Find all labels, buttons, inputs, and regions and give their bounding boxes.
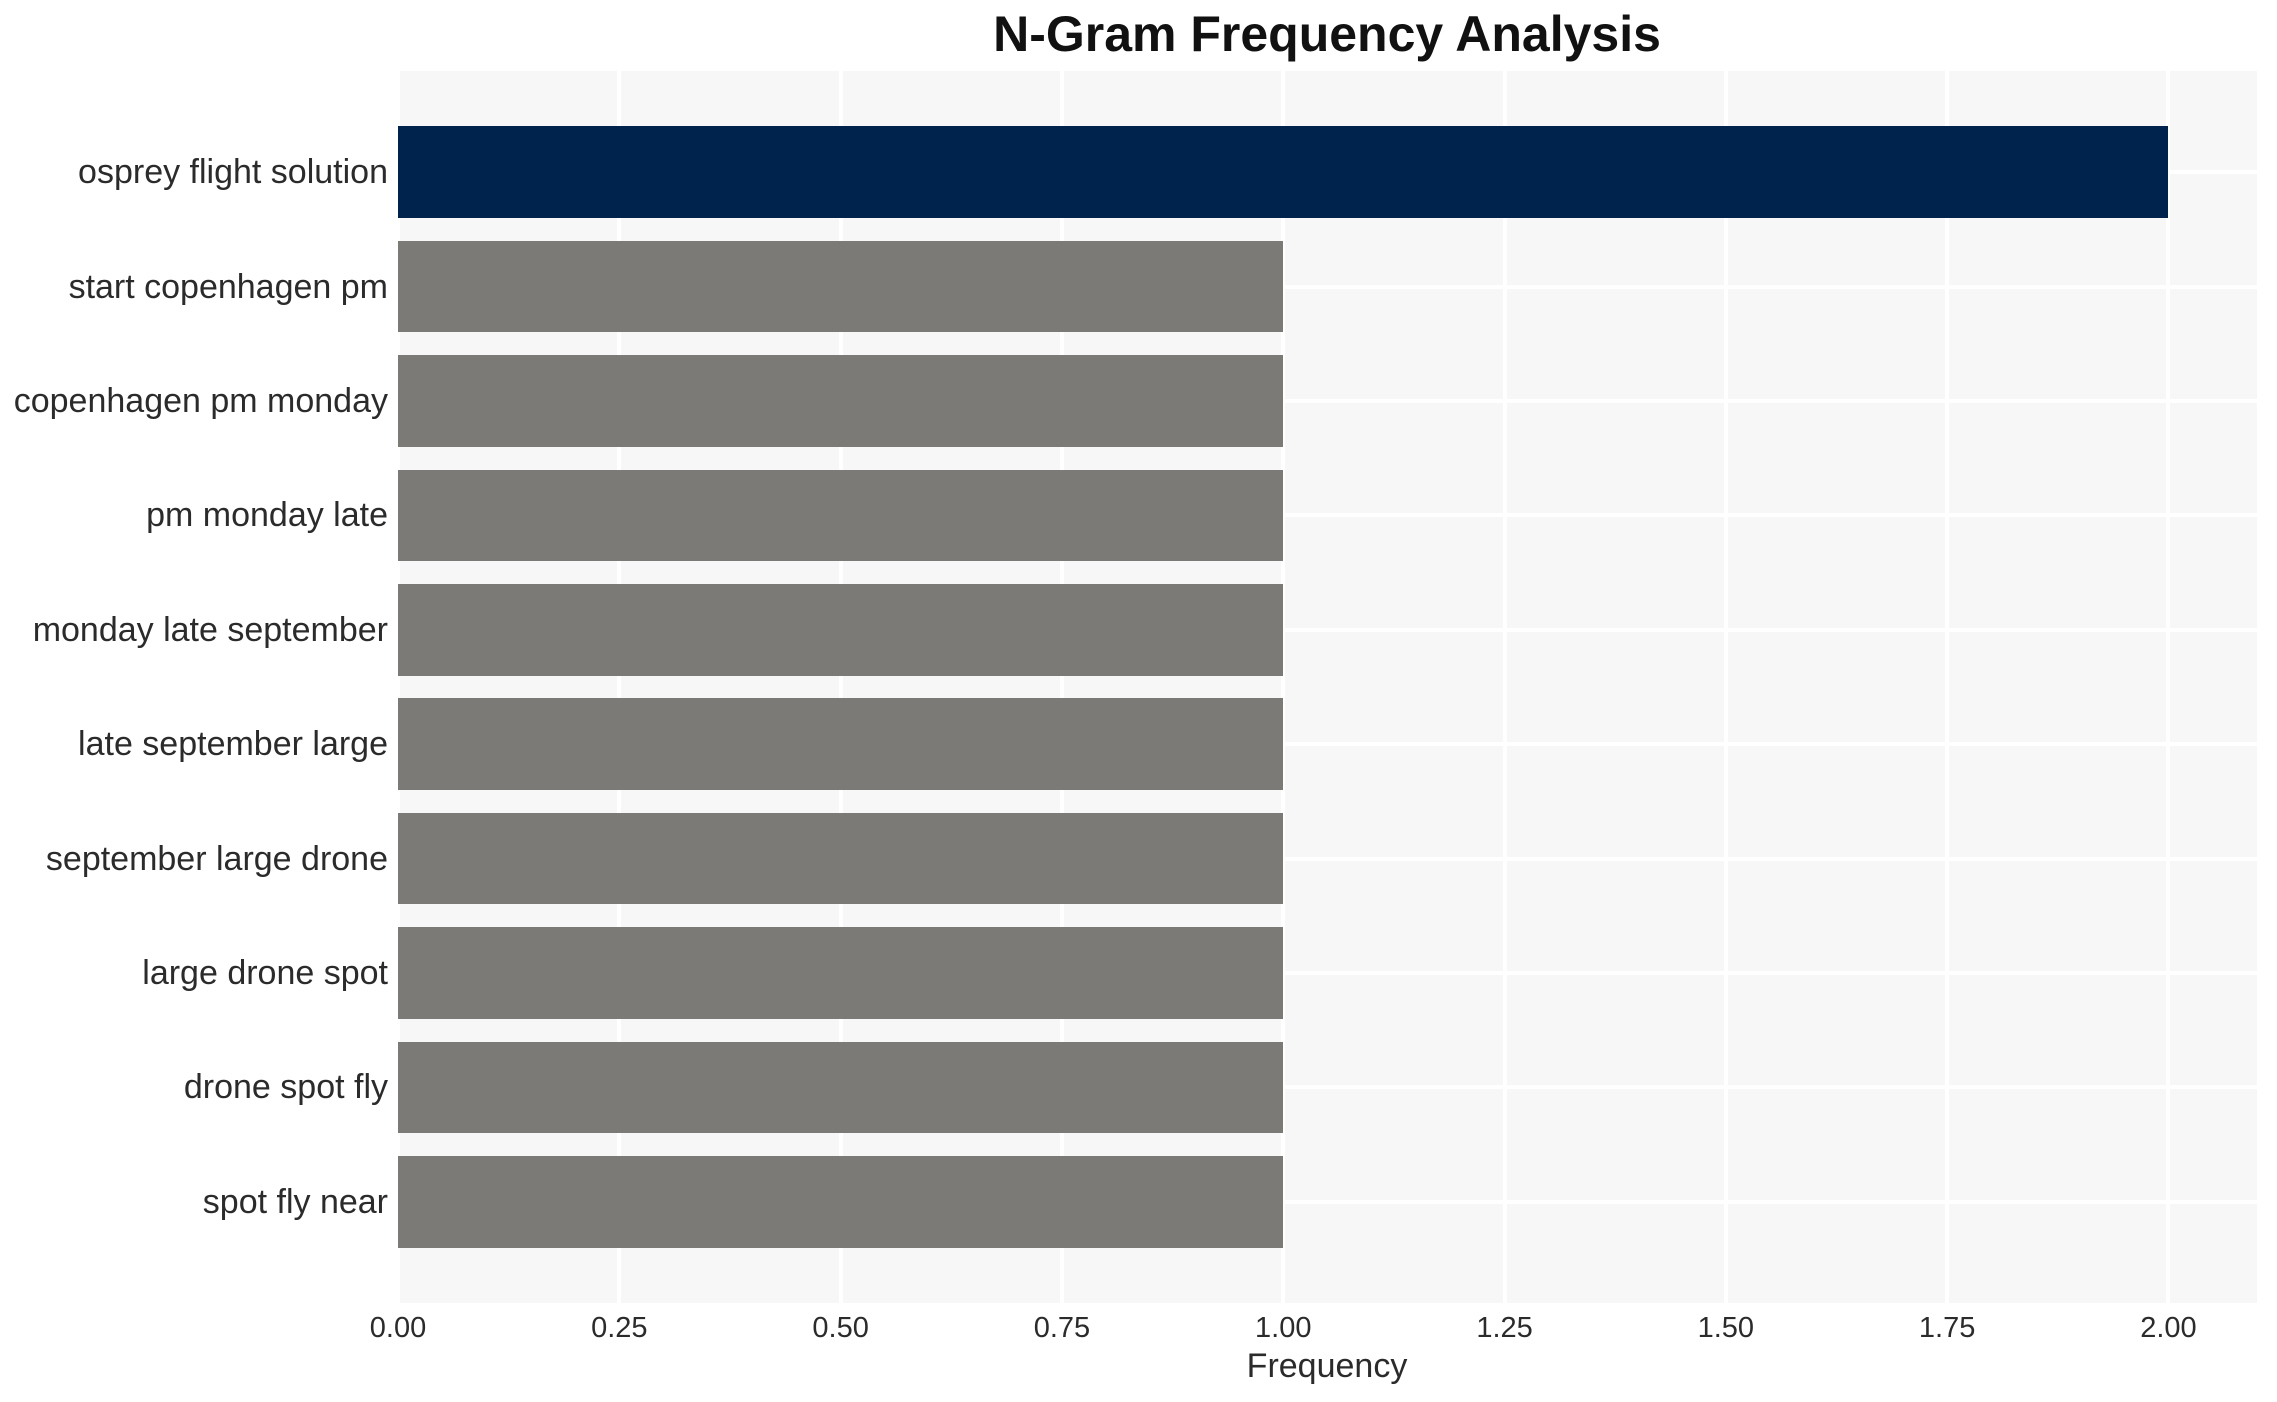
plot-area xyxy=(398,71,2257,1303)
gridline-vertical xyxy=(1945,71,1950,1303)
y-tick-label: september large drone xyxy=(45,839,388,878)
x-tick-label: 0.00 xyxy=(369,1312,427,1344)
bar-spot-fly-near xyxy=(398,1156,1284,1248)
bar-pm-monday-late xyxy=(398,469,1284,562)
gridline-vertical xyxy=(2166,71,2171,1303)
gridline-horizontal xyxy=(398,971,2257,975)
bar-late-september-large xyxy=(398,698,1284,790)
gridline-vertical xyxy=(1502,71,1507,1303)
gridline-horizontal xyxy=(398,1199,2257,1204)
y-tick-label: drone spot fly xyxy=(183,1068,388,1107)
gridline-horizontal xyxy=(398,856,2257,861)
gridline-vertical xyxy=(1281,71,1286,1303)
y-tick-label: start copenhagen pm xyxy=(68,267,388,306)
y-tick-label: monday late september xyxy=(32,610,388,649)
gridline-vertical xyxy=(398,71,400,1303)
y-tick-label: late september large xyxy=(78,725,388,764)
y-tick-label: spot fly near xyxy=(202,1182,388,1221)
gridline-vertical xyxy=(838,71,843,1303)
gridline-horizontal xyxy=(398,627,2257,632)
bar-copenhagen-pm-monday xyxy=(398,355,1284,447)
y-tick-label: osprey flight solution xyxy=(78,153,388,192)
gridline-vertical xyxy=(1059,71,1064,1303)
bar-start-copenhagen-pm xyxy=(398,240,1284,333)
gridline-vertical xyxy=(617,71,622,1303)
chart-title: N-Gram Frequency Analysis xyxy=(993,6,1661,62)
x-tick-label: 1.75 xyxy=(1918,1312,1976,1344)
gridline-horizontal xyxy=(398,742,2257,747)
bar-september-large-drone xyxy=(398,812,1284,905)
gridline-horizontal xyxy=(398,399,2257,403)
bar-osprey-flight-solution xyxy=(398,126,2169,218)
x-tick-label: 1.00 xyxy=(1255,1312,1312,1344)
x-tick-label: 1.25 xyxy=(1476,1312,1533,1344)
bar-drone-spot-fly xyxy=(398,1041,1284,1134)
x-tick-label: 0.25 xyxy=(591,1312,648,1344)
y-tick-label: large drone spot xyxy=(142,954,388,992)
x-tick-label: 0.50 xyxy=(812,1312,869,1344)
x-axis-label: Frequency xyxy=(1246,1347,1408,1385)
gridline-vertical xyxy=(1723,71,1728,1303)
y-tick-label: copenhagen pm monday xyxy=(13,382,388,420)
x-tick-label: 2.00 xyxy=(2140,1312,2197,1344)
x-tick-label: 1.50 xyxy=(1697,1312,1755,1344)
y-tick-label: pm monday late xyxy=(146,496,388,535)
x-tick-label: 0.75 xyxy=(1033,1312,1091,1344)
gridline-horizontal xyxy=(398,1085,2257,1090)
gridline-horizontal xyxy=(398,513,2257,518)
bar-monday-late-september xyxy=(398,584,1284,676)
gridline-horizontal xyxy=(398,284,2257,289)
bar-large-drone-spot xyxy=(398,927,1284,1019)
